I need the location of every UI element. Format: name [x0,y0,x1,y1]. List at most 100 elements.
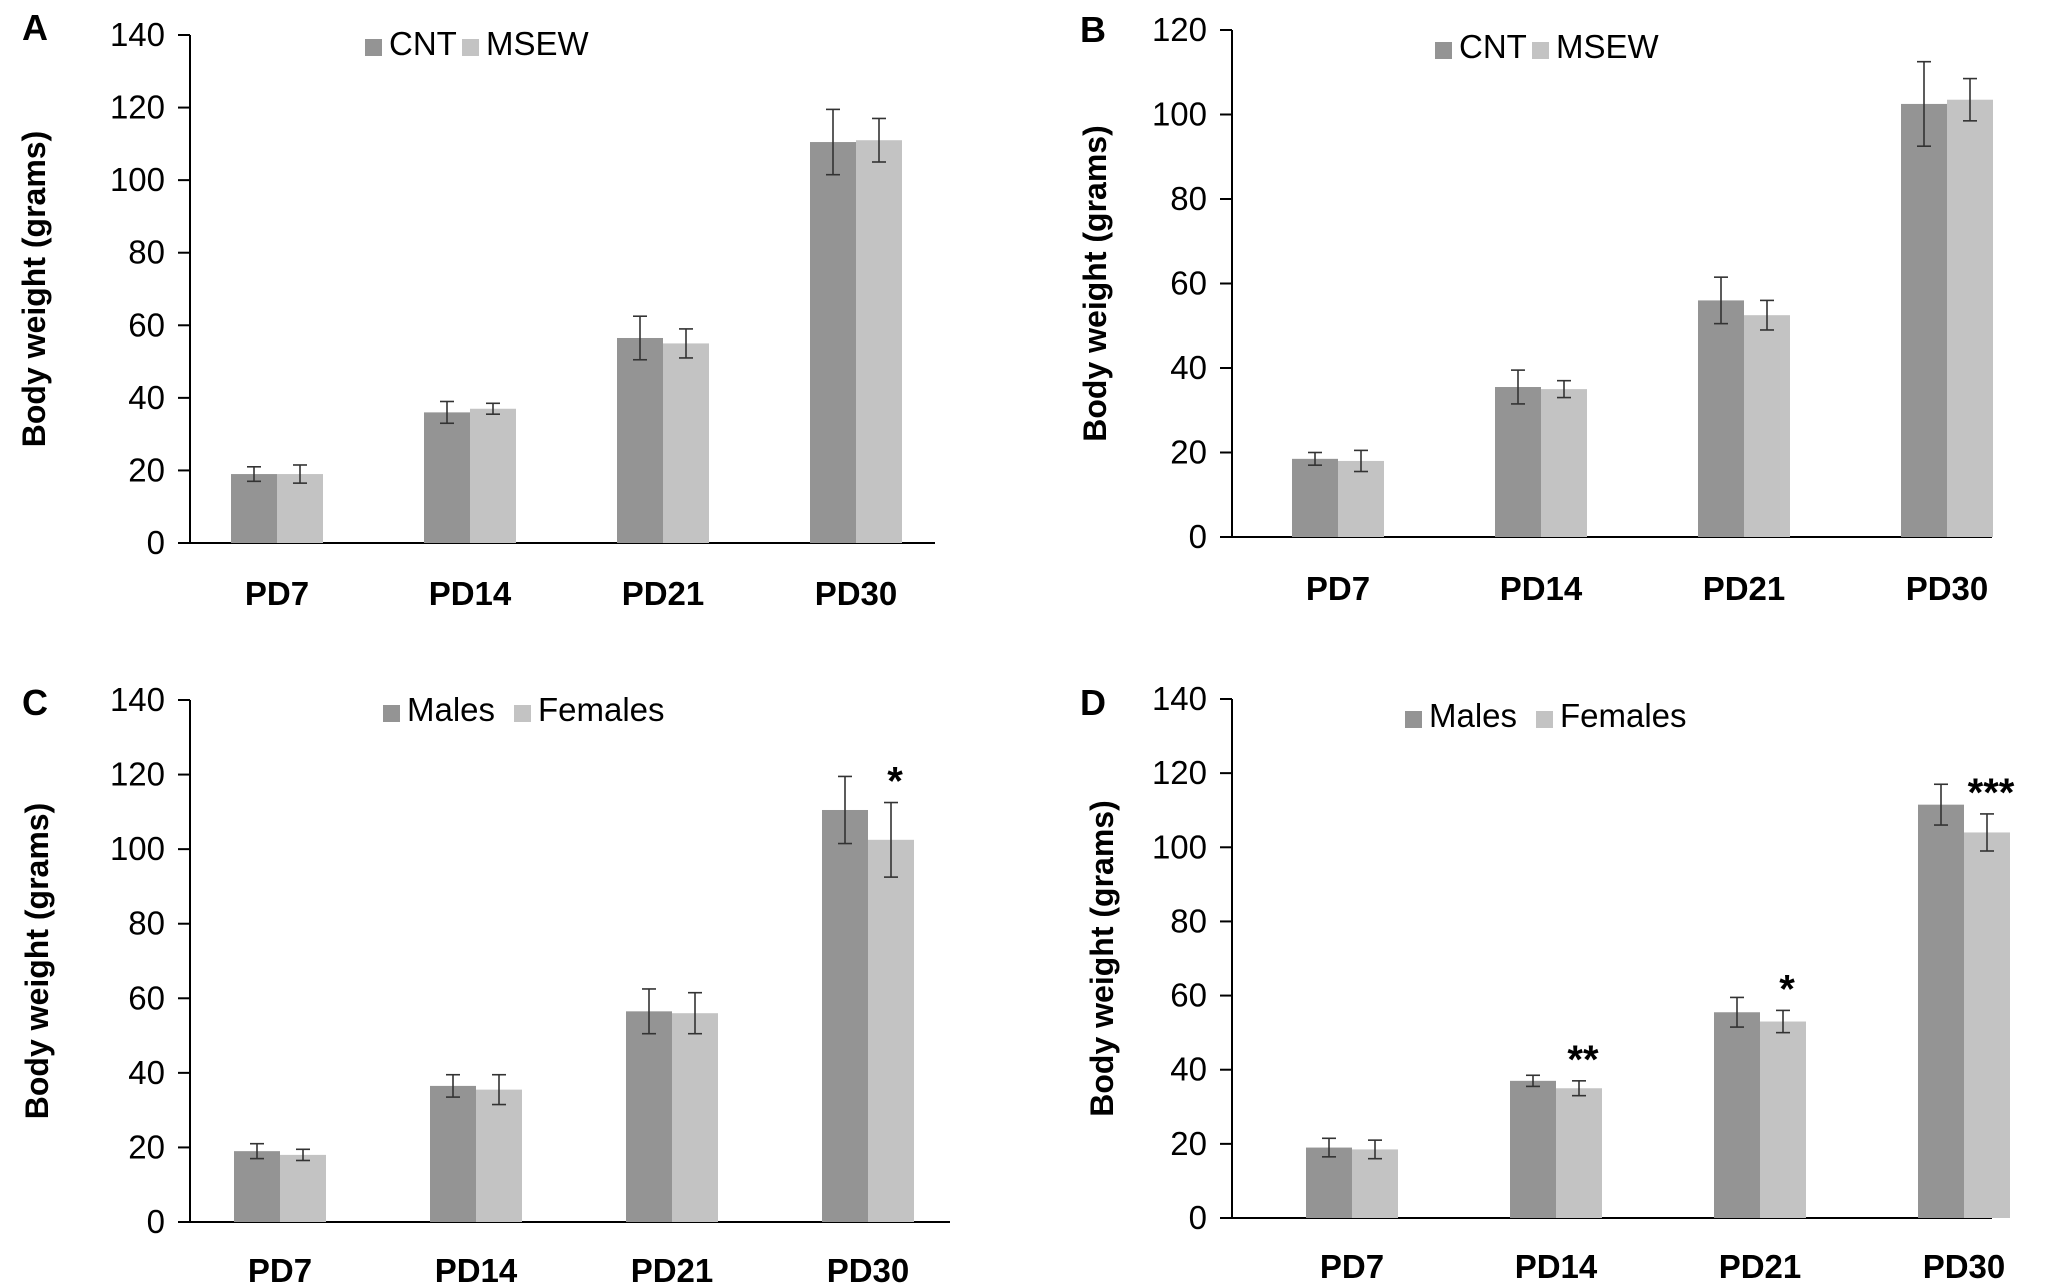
legend-swatch [365,39,382,56]
legend-label: Females [1560,697,1687,734]
bar-cnt-pd7 [1292,458,1338,537]
legend-swatch [1405,711,1422,728]
category-label: PD14 [429,575,512,612]
legend-swatch [1532,42,1549,59]
y-tick-label: 20 [128,451,165,488]
legend-label: MSEW [1556,28,1660,65]
category-label: PD30 [827,1252,910,1285]
bar-females-pd30 [1964,832,2010,1218]
y-tick-label: 0 [1189,1199,1207,1236]
legend-swatch [514,705,531,722]
panel-a: A 0 20 40 60 80 100 120 140 Body weight (grams) PD… [16,7,935,612]
bar-msew-pd21 [1744,315,1790,537]
bar-males-pd30 [822,809,868,1222]
y-axis-label: Body weight (grams) [16,131,52,447]
category-label: PD30 [815,575,898,612]
significance-marker: *** [1968,771,2015,815]
y-tick-label: 100 [110,161,165,198]
bar-females-pd14 [1556,1088,1602,1218]
significance-marker: * [1779,967,1795,1011]
bar-males-pd14 [1510,1080,1556,1218]
panel-label: A [22,7,48,48]
bar-cnt-pd30 [810,142,856,544]
y-tick-label: 60 [1170,265,1207,302]
category-label: PD14 [435,1252,518,1285]
bar-females-pd21 [672,1013,718,1222]
y-tick-label: 140 [1152,680,1207,717]
bar-cnt-pd21 [617,337,663,543]
y-tick-label: 80 [128,905,165,942]
y-tick-label: 140 [110,16,165,53]
panel-d: D 0 20 40 60 80 100 120 140 Body weight (grams) PD… [1080,680,2015,1285]
legend-label: Males [407,691,495,728]
y-tick-label: 40 [128,1054,165,1091]
y-tick-label: 100 [1152,828,1207,865]
y-tick-label: 60 [1170,977,1207,1014]
bar-cnt-pd30 [1901,103,1947,537]
category-label: PD14 [1515,1248,1598,1285]
bar-males-pd21 [1714,1012,1760,1218]
legend-swatch [462,39,479,56]
y-tick-label: 140 [110,681,165,718]
y-tick-label: 20 [1170,1125,1207,1162]
bar-males-pd7 [1306,1147,1352,1218]
panel-b: B 0 20 40 60 80 100 120 Body weight (grams) PD7 PD… [1077,9,1993,607]
category-label: PD14 [1500,570,1583,607]
category-label: PD7 [245,575,309,612]
panel-label: B [1080,9,1106,50]
bar-females-pd21 [1760,1021,1806,1218]
category-label: PD7 [1306,570,1370,607]
y-tick-label: 20 [128,1128,165,1165]
significance-marker: ** [1567,1038,1599,1082]
y-tick-label: 20 [1170,434,1207,471]
bar-males-pd30 [1918,804,1964,1218]
legend-label: CNT [389,25,457,62]
panel-label: C [22,682,48,723]
bar-msew-pd14 [470,408,516,543]
y-axis-label: Body weight (grams) [19,803,55,1119]
y-tick-label: 0 [147,1203,165,1240]
category-label: PD7 [248,1252,312,1285]
y-tick-label: 120 [110,756,165,793]
category-label: PD21 [1719,1248,1802,1285]
panel-label: D [1080,682,1106,723]
legend-swatch [383,705,400,722]
bar-msew-pd7 [277,474,323,543]
y-tick-label: 120 [1152,754,1207,791]
y-axis-label: Body weight (grams) [1084,800,1120,1116]
y-tick-label: 80 [1170,902,1207,939]
category-label: PD21 [622,575,705,612]
y-tick-label: 120 [110,89,165,126]
bar-females-pd7 [280,1154,326,1222]
bar-cnt-pd7 [231,474,277,543]
bar-cnt-pd21 [1698,300,1744,537]
category-label: PD30 [1906,570,1989,607]
y-tick-label: 100 [1152,96,1207,133]
bar-msew-pd21 [663,343,709,543]
y-tick-label: 0 [1189,518,1207,555]
legend-swatch [1536,711,1553,728]
bar-cnt-pd14 [1495,387,1541,537]
y-tick-label: 80 [128,234,165,271]
significance-marker: * [887,760,903,804]
y-tick-label: 40 [1170,1051,1207,1088]
legend-label: MSEW [486,25,590,62]
legend-label: Males [1429,697,1517,734]
bar-cnt-pd14 [424,412,470,543]
y-tick-label: 60 [128,306,165,343]
category-label: PD21 [1703,570,1786,607]
bar-males-pd21 [626,1011,672,1222]
bar-females-pd7 [1352,1149,1398,1218]
bar-msew-pd14 [1541,389,1587,537]
y-tick-label: 40 [128,379,165,416]
bar-msew-pd7 [1338,460,1384,537]
bar-msew-pd30 [1947,99,1993,538]
panel-c: C 0 20 40 60 80 100 120 140 Body weight (grams) PD… [19,681,950,1285]
y-tick-label: 100 [110,830,165,867]
bar-males-pd7 [234,1151,280,1222]
bar-males-pd14 [430,1085,476,1222]
y-tick-label: 40 [1170,349,1207,386]
bar-females-pd30 [868,839,914,1222]
bar-msew-pd30 [856,140,902,543]
